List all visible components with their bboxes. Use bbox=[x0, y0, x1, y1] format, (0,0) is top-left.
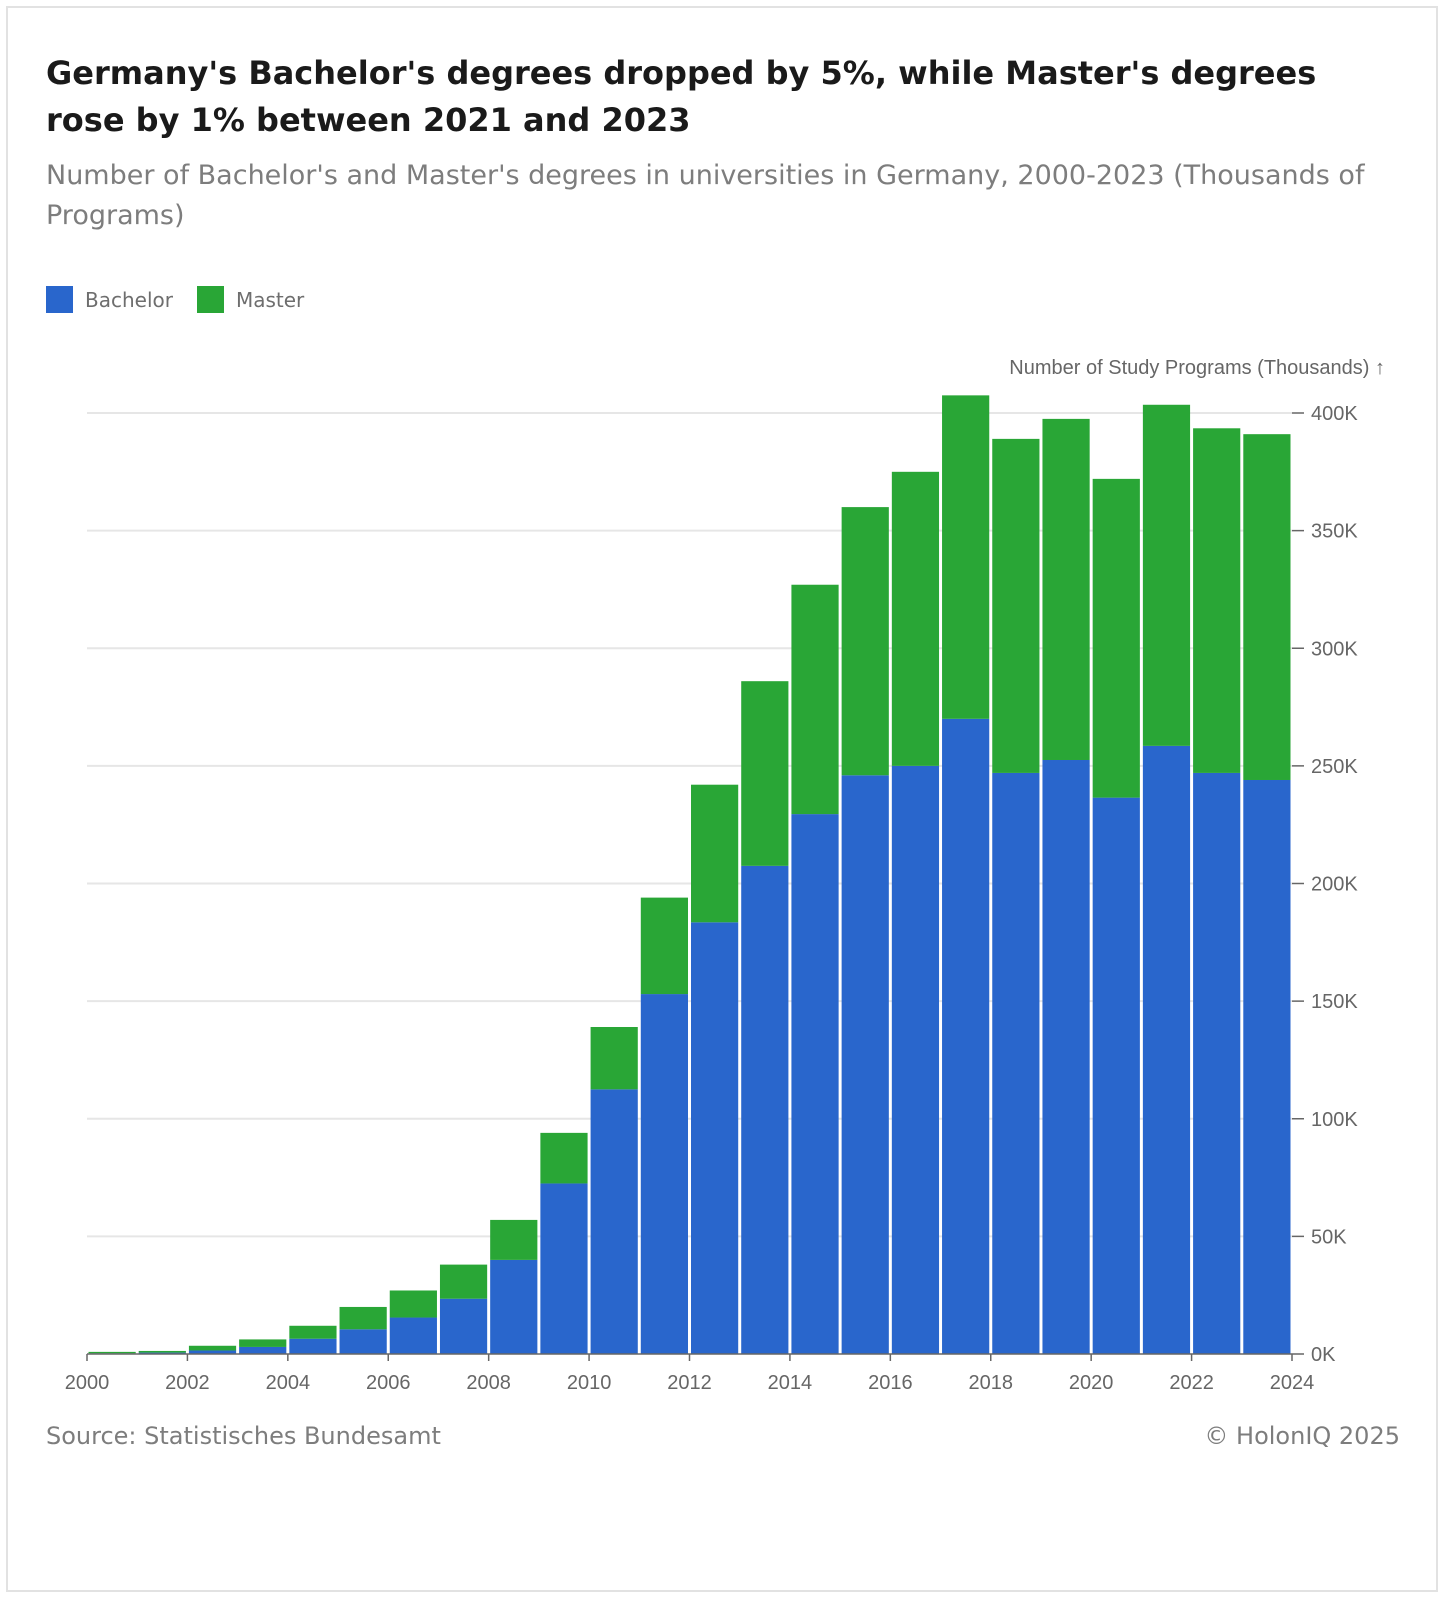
legend-swatch-bachelor bbox=[46, 286, 73, 313]
y-tick-label: 250K bbox=[1311, 756, 1358, 778]
bar-master bbox=[289, 1325, 337, 1339]
chart-title: Germany's Bachelor's degrees dropped by … bbox=[46, 54, 1317, 139]
bar-master bbox=[540, 1132, 588, 1184]
y-tick-label: 150K bbox=[1311, 991, 1358, 1013]
bar-master bbox=[741, 681, 789, 866]
bar-master bbox=[640, 897, 688, 995]
y-tick-label: 300K bbox=[1311, 638, 1358, 660]
bar-bachelor bbox=[992, 772, 1040, 1354]
bar-bachelor bbox=[1042, 759, 1090, 1354]
x-tick-label: 2018 bbox=[969, 1372, 1014, 1394]
x-tick-label: 2000 bbox=[65, 1372, 110, 1394]
bar-master bbox=[490, 1219, 538, 1260]
grid-lines bbox=[87, 412, 1292, 1238]
bar-bachelor bbox=[741, 865, 789, 1354]
bar-master bbox=[188, 1345, 237, 1351]
legend-swatch-master bbox=[196, 286, 224, 313]
bar-bachelor bbox=[691, 922, 739, 1354]
y-tick-label: 100K bbox=[1311, 1109, 1358, 1131]
y-tick-label: 350K bbox=[1311, 521, 1358, 543]
bar-bachelor bbox=[640, 994, 688, 1354]
bar-master bbox=[942, 395, 990, 719]
x-tick-label: 2002 bbox=[165, 1372, 210, 1394]
bar-bachelor bbox=[490, 1259, 538, 1354]
bar-bachelor bbox=[188, 1350, 237, 1354]
legend: Bachelor Master bbox=[46, 286, 328, 313]
x-tick-label: 2024 bbox=[1270, 1372, 1315, 1394]
y-axis-title: Number of Study Programs (Thousands) ↑ bbox=[1009, 357, 1385, 379]
bar-bachelor bbox=[289, 1338, 337, 1354]
x-tick-label: 2012 bbox=[667, 1372, 712, 1394]
bar-master bbox=[1243, 434, 1291, 780]
source-note: Source: Statistisches Bundesamt bbox=[46, 1422, 441, 1450]
bar-master bbox=[992, 438, 1040, 773]
copyright-note: © HolonIQ 2025 bbox=[1204, 1422, 1400, 1450]
bar-master bbox=[891, 471, 940, 766]
bar-master bbox=[841, 507, 889, 776]
bar-master bbox=[691, 784, 739, 923]
x-tick-label: 2004 bbox=[266, 1372, 311, 1394]
bar-bachelor bbox=[439, 1298, 488, 1354]
bar-master bbox=[339, 1306, 387, 1330]
bar-master bbox=[138, 1350, 186, 1353]
bar-master bbox=[1092, 478, 1140, 798]
x-tick-label: 2010 bbox=[567, 1372, 612, 1394]
x-tick-label: 2008 bbox=[466, 1372, 511, 1394]
y-tick-label: 200K bbox=[1311, 874, 1358, 896]
y-tick-label: 50K bbox=[1311, 1226, 1347, 1248]
axes: 0K 50K 100K 150K 200K 250K 300K 350K 400K 2000 200… bbox=[65, 403, 1359, 1394]
bar-bachelor bbox=[239, 1346, 287, 1354]
bar-bachelor bbox=[1243, 779, 1291, 1354]
chart-subtitle: Number of Bachelor's and Master's degree… bbox=[46, 160, 1365, 231]
bar-bachelor bbox=[942, 718, 990, 1354]
bar-master bbox=[88, 1351, 136, 1354]
bar-bachelor bbox=[1193, 772, 1241, 1354]
bar-bachelor bbox=[339, 1329, 387, 1354]
bar-master bbox=[439, 1264, 488, 1299]
legend-item-master[interactable]: Master bbox=[196, 286, 305, 313]
x-tick-label: 2020 bbox=[1069, 1372, 1114, 1394]
x-tick-label: 2006 bbox=[366, 1372, 411, 1394]
bar-bachelor bbox=[841, 775, 889, 1354]
stacked-bar-chart: Number of Study Programs (Thousands) ↑ 0… bbox=[65, 357, 1385, 1394]
bar-bachelor bbox=[891, 765, 940, 1354]
x-tick-label: 2014 bbox=[768, 1372, 813, 1394]
bar-master bbox=[1142, 404, 1191, 746]
x-tick-label: 2016 bbox=[868, 1372, 913, 1394]
bar-master bbox=[791, 584, 839, 815]
bar-bachelor bbox=[1142, 745, 1191, 1354]
bar-bachelor bbox=[389, 1317, 437, 1354]
bar-bachelor bbox=[540, 1183, 588, 1354]
y-tick-label: 0K bbox=[1311, 1344, 1336, 1366]
legend-item-bachelor[interactable]: Bachelor bbox=[46, 286, 173, 313]
legend-label-bachelor: Bachelor bbox=[85, 287, 173, 312]
bar-bachelor bbox=[590, 1089, 638, 1354]
bar-master bbox=[1193, 428, 1241, 773]
legend-label-master: Master bbox=[235, 287, 305, 312]
bar-bachelor bbox=[791, 814, 839, 1354]
bars bbox=[88, 395, 1291, 1354]
bar-master bbox=[1042, 418, 1090, 760]
bar-master bbox=[590, 1027, 638, 1090]
y-tick-label: 400K bbox=[1311, 403, 1358, 425]
x-tick-label: 2022 bbox=[1169, 1372, 1214, 1394]
bar-master bbox=[239, 1339, 287, 1347]
bar-master bbox=[389, 1290, 437, 1318]
bar-bachelor bbox=[1092, 797, 1140, 1354]
